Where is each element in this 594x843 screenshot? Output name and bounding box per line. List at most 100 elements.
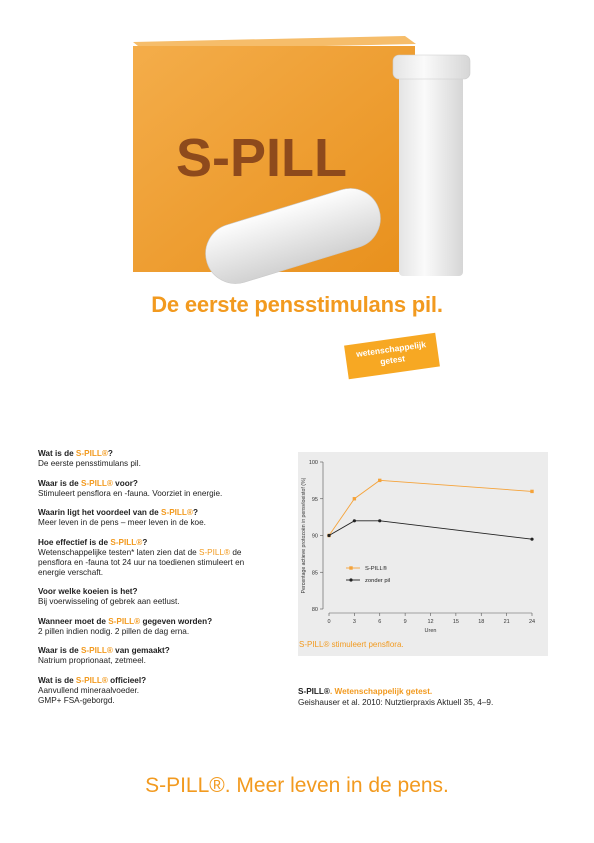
faq-answer: Bij voerwisseling of gebrek aan eetlust. (38, 597, 288, 607)
text-segment: Voor welke koeien is het? (38, 587, 138, 596)
x-tick-label: 9 (404, 619, 407, 625)
y-tick-label: 100 (309, 460, 318, 466)
faq-answer: energie verschaft. (38, 568, 288, 578)
text-segment: S-PILL® (198, 547, 231, 557)
x-tick-label: 0 (327, 619, 330, 625)
legend-label: S-PILL® (365, 565, 388, 572)
faq-item: Hoe effectief is de S-PILL®? Wetenschappe… (38, 538, 288, 578)
series-line (328, 520, 533, 540)
marker (378, 519, 382, 523)
y-axis-label: Percentage actieve protozoën in pensvloe… (301, 477, 307, 593)
text-segment: S-PILL® (298, 687, 330, 696)
marker (349, 566, 353, 570)
faq-answer: De eerste pensstimulans pil. (38, 459, 288, 469)
faq-item: Wat is de S-PILL®? De eerste pensstimulan… (38, 449, 288, 469)
faq-answer: Stimuleert pensflora en -fauna. Voorziet… (38, 489, 288, 499)
faq-question: Wanneer moet de S-PILL® gegeven worden? (38, 617, 288, 627)
faq-question: Wat is de S-PILL® officieel? (38, 676, 288, 686)
marker (327, 533, 331, 538)
text-segment: ? (142, 537, 148, 547)
faq-answer: 2 pillen indien nodig. 2 pillen de dag e… (38, 627, 288, 637)
product-art: S-PILL wetenschappelijk getest (133, 36, 471, 380)
marker (378, 478, 382, 483)
faq-answer: Aanvullend mineraalvoeder. (38, 686, 288, 696)
text-segment: . Meer leven in de pens. (224, 774, 449, 797)
marker (352, 497, 357, 501)
faq-answer: pensflora en -fauna tot 24 uur na toedie… (38, 558, 288, 568)
text-segment: S-PILL® (299, 640, 330, 649)
text-segment: Wetenschappelijke testen* laten zien dat… (38, 547, 199, 557)
text-segment: ? (192, 508, 198, 517)
tube (399, 70, 463, 276)
text-segment: Bij voerwisseling of gebrek aan eetlust. (38, 597, 180, 606)
faq-answer: Wetenschappelijke testen* laten zien dat… (38, 548, 288, 558)
text-segment: . Wetenschappelijk getest. (329, 687, 433, 696)
text-segment: stimuleert pensflora. (329, 640, 404, 649)
faq-question: Waar is de S-PILL® voor? (38, 479, 288, 489)
text-segment: Waarin ligt het voordeel van de (38, 508, 161, 517)
faq-item: Wat is de S-PILL® officieel? Aanvullend m… (38, 676, 288, 706)
series-line (328, 479, 533, 536)
text-segment: ? (107, 449, 113, 458)
text-segment: De eerste pensstimulans pil. (38, 459, 141, 468)
text-segment: Natrium proprionaat, zetmeel. (38, 656, 146, 665)
text-segment: Waar is de (38, 646, 81, 655)
text-segment: Wat is de (38, 675, 76, 685)
text-segment: S-PILL® (161, 508, 193, 517)
chart-background (298, 452, 548, 656)
marker (530, 537, 534, 541)
headline: De eerste pensstimulans pil. (151, 292, 443, 317)
faq-item: Waarin ligt het voordeel van de S-PILL®?… (38, 508, 288, 528)
faq-item: Waar is de S-PILL® van gemaakt? Natrium p… (38, 646, 288, 666)
text-segment: S-PILL® (75, 449, 108, 458)
faq-question: Waar is de S-PILL® van gemaakt? (38, 646, 288, 656)
faq-answer: Meer leven in de pens – meer leven in de… (38, 518, 288, 528)
source-citation: Geishauser et al. 2010: Nutztierpraxis A… (298, 698, 494, 707)
text-segment: Wat is de (38, 449, 76, 458)
x-tick-label: 3 (353, 619, 356, 625)
text-segment: S-PILL® (110, 537, 143, 547)
text-segment: voor? (112, 478, 138, 488)
text-segment: van gemaakt? (112, 646, 170, 655)
faq-item: Waar is de S-PILL® voor? Stimuleert pensf… (38, 479, 288, 499)
badge: wetenschappelijk getest (344, 332, 440, 380)
faq-question: Wat is de S-PILL®? (38, 449, 288, 459)
x-tick-label: 12 (427, 619, 433, 625)
badge-text: getest (379, 353, 405, 366)
text-segment: Aanvullend mineraalvoeder. (38, 685, 140, 695)
footer: S-PILL®. Meer leven in de pens. (0, 774, 594, 798)
legend-label: zonder pil (365, 578, 390, 584)
text-segment: GMP+ FSA-geborgd. (38, 695, 115, 705)
x-tick-label: 21 (504, 619, 510, 625)
text-segment: 2 pillen indien nodig. 2 pillen de dag e… (38, 626, 190, 636)
y-tick-label: 95 (312, 497, 318, 503)
text-segment: S-PILL® (108, 616, 141, 626)
faq-item: Wanneer moet de S-PILL® gegeven worden? 2… (38, 617, 288, 637)
chart-caption: S-PILL® stimuleert pensflora. (299, 640, 404, 649)
y-tick-label: 85 (312, 570, 318, 576)
faq-question: Voor welke koeien is het? (38, 587, 288, 597)
badge-box (344, 332, 440, 380)
text-segment: pensflora en -fauna tot 24 uur na toedie… (38, 557, 245, 567)
text-segment: Hoe effectief is de (38, 537, 111, 547)
x-tick-label: 24 (529, 619, 535, 625)
faq-item: Voor welke koeien is het? Bij voerwisseli… (38, 587, 288, 607)
source-title: S-PILL®. Wetenschappelijk getest. (298, 686, 493, 697)
text-segment: Stimuleert pensflora en -fauna. Voorziet… (38, 488, 223, 498)
marker (530, 489, 534, 494)
x-tick-label: 6 (378, 619, 381, 625)
x-tick-label: 18 (478, 619, 484, 625)
source: S-PILL®. Wetenschappelijk getest. Geisha… (298, 686, 493, 708)
text-segment: de (230, 547, 242, 557)
faq: Wat is de S-PILL®? De eerste pensstimulan… (38, 449, 288, 715)
text-segment: S-PILL® (75, 675, 108, 685)
y-tick-label: 80 (312, 607, 318, 613)
text-segment: gegeven worden? (140, 616, 213, 626)
chart: 80 85 90 95 100 0 3 6 9 12 15 18 21 24 Uren Percentage … (298, 452, 548, 656)
text-segment: Wanneer moet de (38, 616, 109, 626)
text-segment: energie verschaft. (38, 567, 104, 577)
text-segment: officieel? (107, 675, 147, 685)
box-label: S-PILL (176, 128, 347, 188)
text-segment: S-PILL® (80, 478, 113, 488)
